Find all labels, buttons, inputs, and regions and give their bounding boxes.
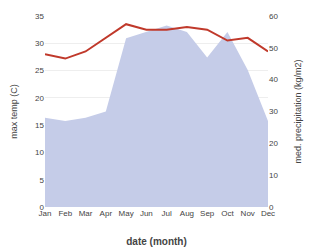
svg-text:May: May (119, 209, 134, 218)
svg-text:0: 0 (269, 203, 274, 212)
svg-text:40: 40 (269, 75, 278, 84)
svg-text:25: 25 (35, 66, 44, 75)
svg-text:med. precipitation (kg/m2): med. precipitation (kg/m2) (293, 59, 303, 163)
svg-text:Apr: Apr (100, 209, 113, 218)
svg-text:Mar: Mar (79, 209, 93, 218)
svg-text:60: 60 (269, 12, 278, 21)
svg-text:max temp (C): max temp (C) (9, 84, 19, 139)
svg-text:20: 20 (269, 139, 278, 148)
svg-text:Jul: Jul (162, 209, 172, 218)
svg-text:15: 15 (35, 121, 44, 130)
svg-text:30: 30 (35, 39, 44, 48)
svg-text:35: 35 (35, 12, 44, 21)
svg-text:30: 30 (269, 107, 278, 116)
svg-text:Jun: Jun (140, 209, 153, 218)
svg-text:Aug: Aug (180, 209, 194, 218)
svg-text:50: 50 (269, 44, 278, 53)
svg-text:10: 10 (269, 171, 278, 180)
svg-text:20: 20 (35, 94, 44, 103)
svg-text:0: 0 (40, 203, 45, 212)
svg-text:Sep: Sep (200, 209, 215, 218)
svg-text:Dec: Dec (261, 209, 275, 218)
svg-text:10: 10 (35, 148, 44, 157)
svg-text:Oct: Oct (221, 209, 234, 218)
svg-text:Feb: Feb (58, 209, 72, 218)
svg-text:Nov: Nov (241, 209, 255, 218)
svg-text:5: 5 (40, 176, 45, 185)
svg-text:date (month): date (month) (126, 236, 187, 247)
svg-text:Jan: Jan (39, 209, 52, 218)
